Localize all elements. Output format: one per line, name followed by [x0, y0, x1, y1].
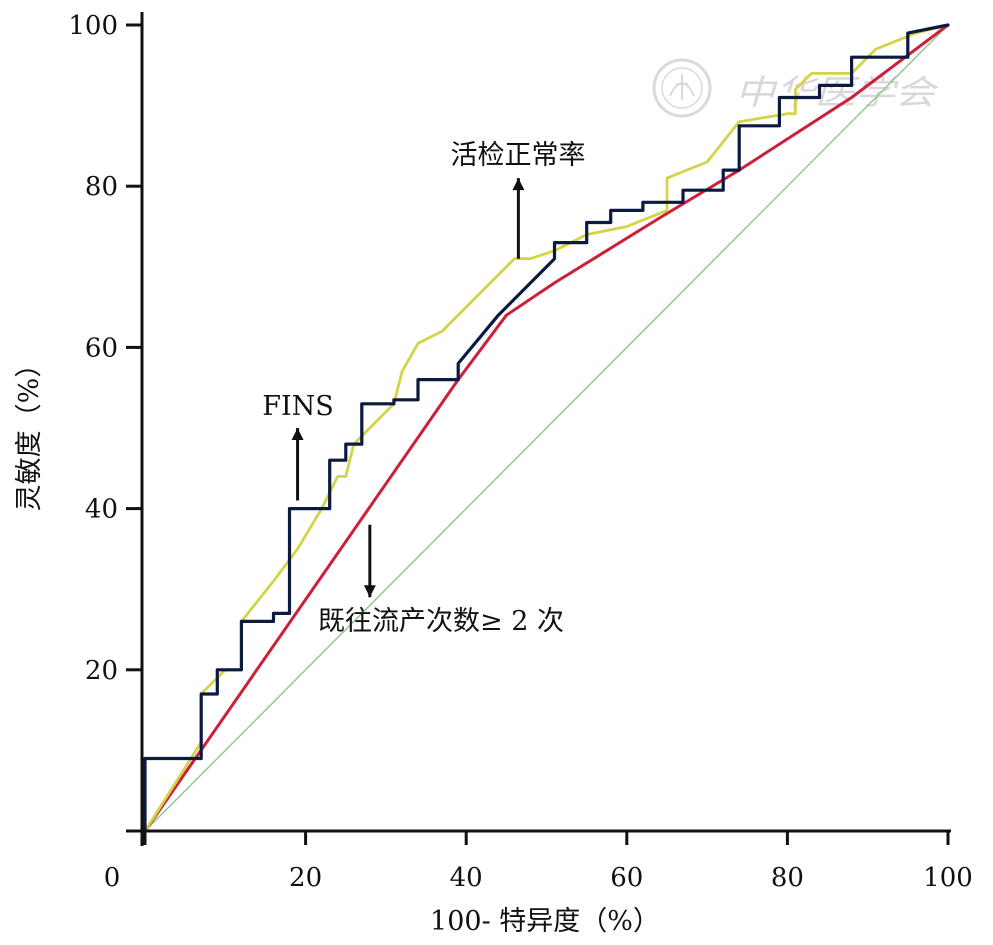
series-line-4 — [144, 24, 949, 832]
y-tick-label: 100 — [68, 11, 118, 41]
annotation-label-1: 活检正常率 — [451, 140, 586, 171]
x-tick-label: 100 — [923, 863, 973, 893]
annotations: 活检正常率 FINS 既往流产次数≥ 2 次 — [262, 140, 585, 637]
x-tick-label: 20 — [289, 863, 322, 893]
x-tick-label: 0 — [104, 863, 121, 893]
y-axis-label: 灵敏度（%） — [14, 351, 45, 512]
y-tick-label: 40 — [85, 495, 118, 525]
y-tick-label: 80 — [85, 172, 118, 202]
y-tick-label: 60 — [85, 333, 118, 363]
y-ticks: 20 40 60 80 100 — [68, 11, 142, 686]
x-ticks: 0 20 40 60 80 100 — [104, 831, 973, 893]
plot-area — [143, 23, 950, 833]
x-tick-label: 40 — [450, 863, 483, 893]
watermark: 中华医学会 — [652, 58, 940, 118]
annotation-label-3: 既往流产次数≥ 2 次 — [318, 606, 564, 637]
annotation-arrowhead-3 — [363, 585, 376, 598]
y-tick-label: 20 — [85, 656, 118, 686]
series-line-1 — [143, 23, 950, 833]
annotation-arrowhead-2 — [291, 428, 304, 440]
watermark-seal-icon — [652, 58, 712, 118]
annotation-label-2: FINS — [262, 391, 334, 422]
x-tick-label: 80 — [771, 863, 804, 893]
series-line-3 — [143, 23, 950, 833]
x-tick-label: 60 — [610, 863, 643, 893]
annotation-arrowhead-1 — [512, 178, 525, 191]
x-axis-label: 100- 特异度（%） — [430, 906, 660, 937]
